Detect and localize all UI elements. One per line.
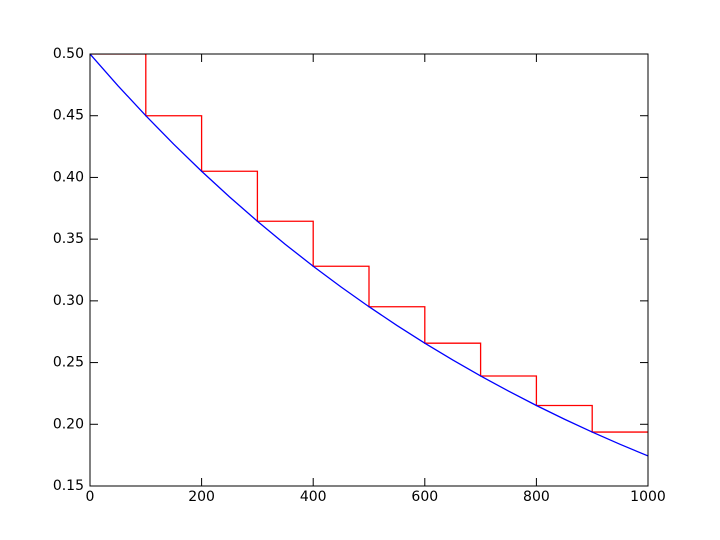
x-tick-label: 0 <box>86 489 95 505</box>
line-series <box>90 54 648 433</box>
x-tick-label: 1000 <box>630 489 666 505</box>
y-tick-label: 0.20 <box>53 416 84 432</box>
x-tick-label: 800 <box>523 489 550 505</box>
plot-frame <box>89 53 649 487</box>
y-tick-label: 0.35 <box>53 231 84 247</box>
y-tick-label: 0.15 <box>53 478 84 494</box>
x-tick-label: 400 <box>300 489 327 505</box>
line-series <box>90 54 648 457</box>
y-tick-label: 0.50 <box>53 46 84 62</box>
x-tick-label: 200 <box>188 489 215 505</box>
y-tick-label: 0.25 <box>53 355 84 371</box>
plot-area <box>90 54 648 457</box>
y-tick-label: 0.40 <box>53 169 84 185</box>
y-tick-label: 0.45 <box>53 108 84 124</box>
x-tick-label: 600 <box>411 489 438 505</box>
y-tick-label: 0.30 <box>53 293 84 309</box>
